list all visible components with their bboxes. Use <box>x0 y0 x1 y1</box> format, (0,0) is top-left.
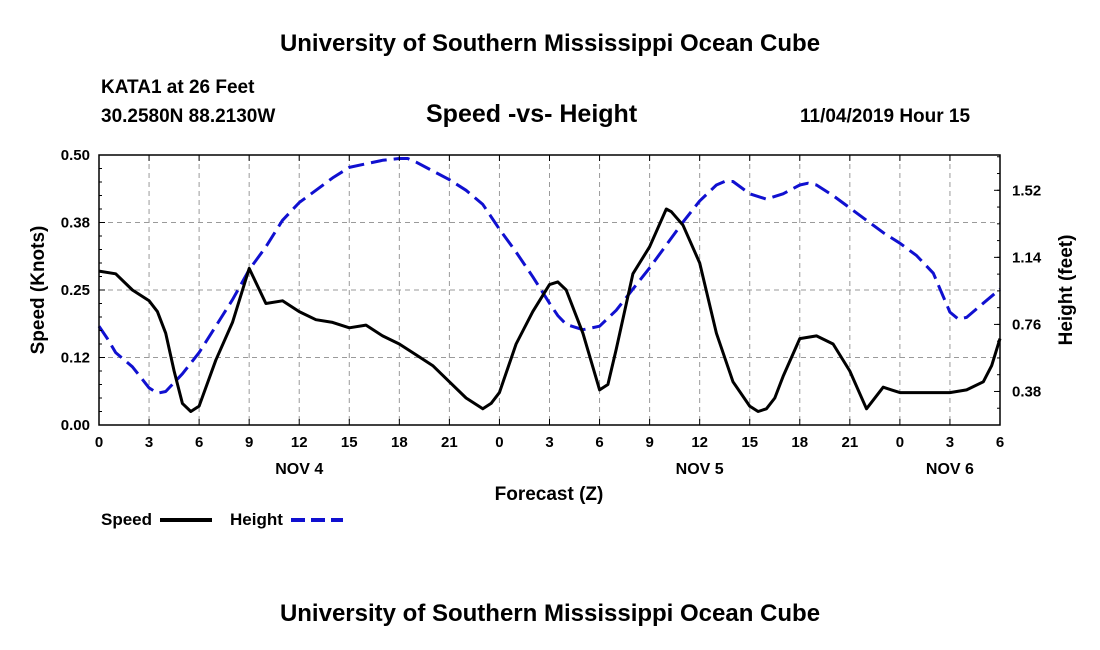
x-tick-label: 15 <box>741 434 758 451</box>
y-tick-label: 0.38 <box>61 215 90 232</box>
x-tick-label: 3 <box>145 434 153 451</box>
y-tick-label: 0.00 <box>61 417 90 434</box>
x-tick-label: 18 <box>391 434 408 451</box>
day-label: NOV 4 <box>275 461 323 478</box>
day-label: NOV 5 <box>676 461 724 478</box>
x-tick-label: 12 <box>291 434 308 451</box>
x-tick-label: 6 <box>996 434 1004 451</box>
x-tick-label: 0 <box>495 434 503 451</box>
y-axis-label: Speed (Knots) <box>28 226 49 355</box>
speed-series-line <box>98 207 1002 413</box>
x-tick-label: 9 <box>645 434 653 451</box>
y-tick-label: 0.50 <box>61 147 90 164</box>
y2-tick-label: 1.14 <box>1012 249 1042 266</box>
x-axis-label: Forecast (Z) <box>495 484 604 505</box>
series-layer <box>97 157 1002 413</box>
page-title: University of Southern Mississippi Ocean… <box>279 30 821 57</box>
footer-title: University of Southern Mississippi Ocean… <box>279 600 821 627</box>
station-label: KATA1 at 26 Feet <box>101 77 255 98</box>
y2-tick-label: 1.52 <box>1012 182 1041 199</box>
x-tick-label: 21 <box>441 434 458 451</box>
x-tick-label: 9 <box>245 434 253 451</box>
x-tick-label: 6 <box>595 434 603 451</box>
chart-grid <box>99 155 1000 425</box>
forecast-date: 11/04/2019 Hour 15 <box>800 106 971 127</box>
x-tick-label: 6 <box>195 434 203 451</box>
y2-axis-label: Height (feet) <box>1056 235 1077 346</box>
y-tick-label: 0.25 <box>61 282 90 299</box>
x-tick-label: 15 <box>341 434 358 451</box>
day-label: NOV 6 <box>926 461 974 478</box>
chart-legend: Speed Height <box>101 510 343 529</box>
legend-speed-label: Speed <box>101 510 152 529</box>
y-tick-label: 0.12 <box>61 350 90 367</box>
y2-tick-label: 0.38 <box>1012 383 1041 400</box>
x-tick-label: 3 <box>946 434 954 451</box>
height-series-line <box>97 157 1001 395</box>
y2-tick-label: 0.76 <box>1012 316 1041 333</box>
x-tick-label: 0 <box>95 434 103 451</box>
x-tick-label: 18 <box>791 434 808 451</box>
legend-height-label: Height <box>230 510 283 529</box>
x-tick-label: 0 <box>896 434 904 451</box>
x-tick-label: 12 <box>691 434 708 451</box>
x-tick-label: 3 <box>545 434 553 451</box>
x-tick-label: 21 <box>841 434 858 451</box>
chart-title: Speed -vs- Height <box>426 100 638 128</box>
station-coordinates: 30.2580N 88.2130W <box>101 106 276 127</box>
axis-ticks: 0 3 6 9 12 15 18 21 0 3 6 9 12 15 18 21 0 3 6 NOV 4 NOV 5 NOV… <box>61 147 1042 478</box>
